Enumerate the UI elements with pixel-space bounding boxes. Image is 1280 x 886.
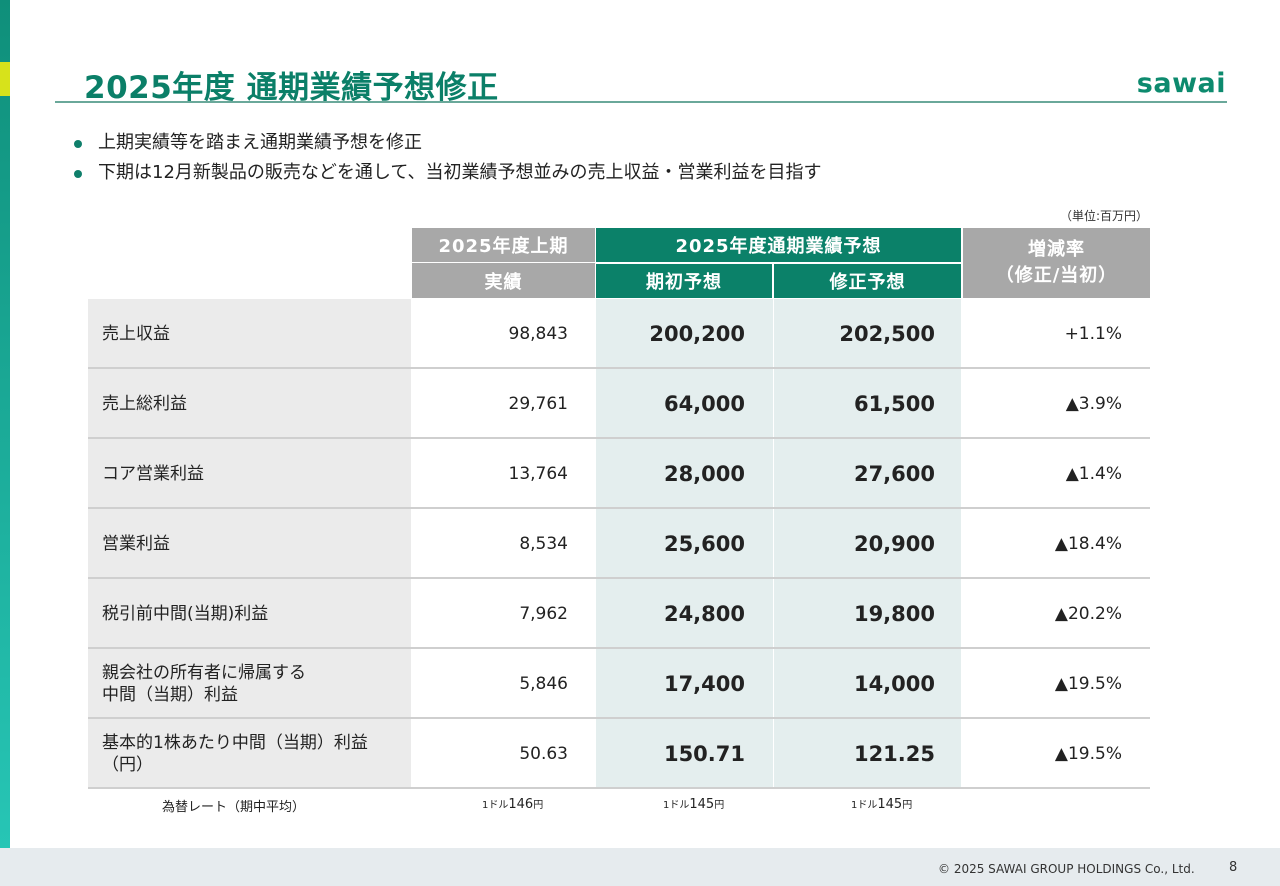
row-divider <box>88 787 1150 789</box>
cell-revised: 202,500 <box>774 299 961 368</box>
row-label: 親会社の所有者に帰属する 中間（当期）利益 <box>88 649 411 718</box>
cell-actual: 98,843 <box>508 323 568 344</box>
row-divider <box>88 437 1150 439</box>
cell-initial: 200,200 <box>596 299 773 368</box>
title-underline <box>55 101 1227 103</box>
cell-initial: 25,600 <box>596 509 773 578</box>
cell-initial: 150.71 <box>596 719 773 788</box>
cell-revised: 19,800 <box>774 579 961 648</box>
fx-initial: 1ドル145円 <box>663 797 725 812</box>
cell-revised: 20,900 <box>774 509 961 578</box>
fx-revised: 1ドル145円 <box>851 797 913 812</box>
cell-rate: ▲19.5% <box>1054 743 1122 764</box>
header-revised-forecast: 修正予想 <box>774 264 961 298</box>
cell-initial: 28,000 <box>596 439 773 508</box>
cell-actual: 50.63 <box>519 743 568 764</box>
header-h1-actual: 実績 <box>412 263 595 298</box>
bullet-list: 上期実績等を踏まえ通期業績予想を修正 下期は12月新製品の販売などを通して、当初… <box>72 128 821 188</box>
header-change-rate-line2: （修正/当初） <box>995 265 1118 286</box>
bullet-item: 下期は12月新製品の販売などを通して、当初業績予想並みの売上収益・営業利益を目指… <box>72 158 821 188</box>
cell-revised: 14,000 <box>774 649 961 718</box>
row-divider <box>88 717 1150 719</box>
cell-rate: ▲1.4% <box>1065 463 1122 484</box>
cell-actual: 13,764 <box>508 463 568 484</box>
bullet-item: 上期実績等を踏まえ通期業績予想を修正 <box>72 128 821 158</box>
row-label: 税引前中間(当期)利益 <box>88 579 411 648</box>
cell-revised: 121.25 <box>774 719 961 788</box>
header-h1-group: 2025年度上期 <box>412 228 595 262</box>
header-change-rate-line1: 増減率 <box>1028 239 1085 260</box>
copyright-text: © 2025 SAWAI GROUP HOLDINGS Co., Ltd. <box>938 862 1195 876</box>
cell-actual: 8,534 <box>519 533 568 554</box>
header-change-rate: 増減率 （修正/当初） <box>963 228 1150 298</box>
page-title: 2025年度 通期業績予想修正 <box>84 70 499 106</box>
footer-bar <box>0 848 1280 886</box>
cell-initial: 24,800 <box>596 579 773 648</box>
row-label: 売上総利益 <box>88 369 411 438</box>
cell-revised: 27,600 <box>774 439 961 508</box>
cell-rate: ▲3.9% <box>1065 393 1122 414</box>
header-initial-forecast: 期初予想 <box>596 264 772 298</box>
cell-actual: 29,761 <box>508 393 568 414</box>
cell-actual: 7,962 <box>519 603 568 624</box>
header-forecast-group: 2025年度通期業績予想 <box>596 228 961 262</box>
row-divider <box>88 647 1150 649</box>
cell-revised: 61,500 <box>774 369 961 438</box>
row-divider <box>88 367 1150 369</box>
cell-actual: 5,846 <box>519 673 568 694</box>
cell-rate: ▲20.2% <box>1054 603 1122 624</box>
fx-label: 為替レート（期中平均） <box>162 800 306 815</box>
cell-rate: +1.1% <box>1064 323 1122 344</box>
company-logo: sawai <box>1136 68 1226 99</box>
side-accent-bar <box>0 0 10 886</box>
page-number: 8 <box>1229 860 1238 875</box>
row-divider <box>88 577 1150 579</box>
fx-actual: 1ドル146円 <box>482 797 544 812</box>
cell-rate: ▲19.5% <box>1054 673 1122 694</box>
cell-rate: ▲18.4% <box>1054 533 1122 554</box>
row-label: コア営業利益 <box>88 439 411 508</box>
cell-initial: 64,000 <box>596 369 773 438</box>
row-label: 営業利益 <box>88 509 411 578</box>
cell-initial: 17,400 <box>596 649 773 718</box>
row-label: 基本的1株あたり中間（当期）利益 （円） <box>88 719 411 788</box>
side-accent-highlight <box>0 62 10 96</box>
row-label: 売上収益 <box>88 299 411 368</box>
unit-note: （単位:百万円） <box>1060 209 1149 223</box>
row-divider <box>88 507 1150 509</box>
